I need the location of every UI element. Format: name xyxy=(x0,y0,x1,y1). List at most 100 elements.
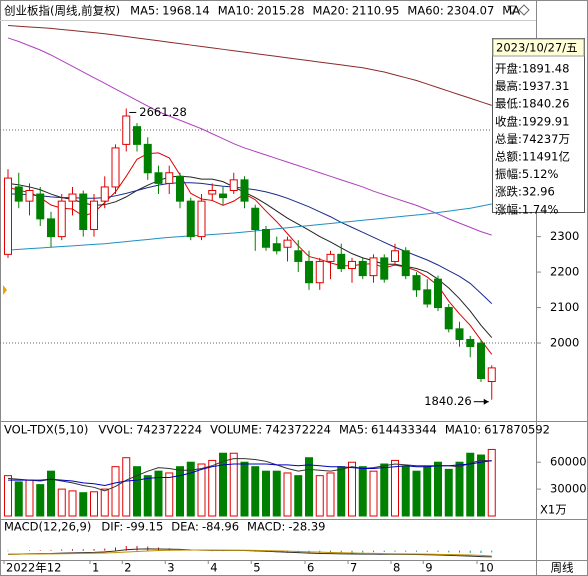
readout-name: MA xyxy=(502,4,520,18)
volume-bar xyxy=(391,459,399,517)
candle-body xyxy=(337,253,346,270)
panel-title: MACD(12,26,9) xyxy=(4,520,91,534)
readout-name: MA10: xyxy=(445,423,481,437)
line-group xyxy=(7,458,492,492)
arrow-head xyxy=(483,398,489,405)
info-value: 1840.26 xyxy=(522,97,570,111)
candle-body xyxy=(369,257,378,277)
indicator-line xyxy=(8,182,493,305)
volume-bar xyxy=(219,452,227,517)
candle-body xyxy=(305,260,313,284)
volume-bar xyxy=(240,461,249,517)
candle-body xyxy=(36,193,45,220)
readout-name: DIF: xyxy=(101,520,123,534)
high-annotation: 2661.28 xyxy=(139,105,187,119)
info-box xyxy=(492,38,585,213)
volume-bar xyxy=(14,481,23,517)
info-value: 1929.91 xyxy=(522,114,570,128)
candle-body xyxy=(25,189,34,202)
info-label: 最低: xyxy=(495,97,522,111)
volume-bar xyxy=(90,491,98,517)
panel-title: 创业板指(周线,前复权) xyxy=(4,4,120,18)
readout-value: 617870592 xyxy=(484,423,550,437)
indicator-line xyxy=(7,203,492,251)
volume-bar xyxy=(294,475,303,517)
readout-name: VOLUME: xyxy=(210,423,262,437)
candle-body xyxy=(283,239,292,248)
candle-body xyxy=(240,179,249,202)
volume-bar xyxy=(444,468,453,517)
volume-bar xyxy=(100,488,109,517)
volume-bar xyxy=(348,461,356,517)
volume-bar xyxy=(466,452,475,517)
candle-body xyxy=(272,243,281,252)
volume-bar xyxy=(57,488,66,517)
volume-bar xyxy=(251,466,260,517)
candle-body xyxy=(315,260,324,284)
panel-title: VOL-TDX(5,10) xyxy=(4,423,88,437)
x-tick-label: 5 xyxy=(253,561,260,575)
indicator-line xyxy=(7,152,493,355)
x-tick-label: 9 xyxy=(425,561,432,575)
volume-bar xyxy=(477,454,485,517)
y-tick-label: 2100 xyxy=(550,300,579,314)
candle-body xyxy=(466,338,475,348)
volume-bar xyxy=(283,472,292,517)
info-value: 74237万 xyxy=(522,132,570,146)
readout-value: 1968.14 xyxy=(162,4,210,18)
readout-name: MA5: xyxy=(130,4,159,18)
x-tick-label: 2022年12 xyxy=(6,561,61,575)
info-label: 涨跌: xyxy=(495,185,522,199)
y-tick-label: 30000 xyxy=(550,482,587,496)
volume-bar xyxy=(122,457,131,517)
volume-bar xyxy=(380,463,389,517)
volume-bar xyxy=(36,484,45,517)
volume-bar xyxy=(423,466,432,517)
volume-bar xyxy=(434,461,442,517)
readout-name: MA5: xyxy=(339,423,368,437)
candle-body xyxy=(122,115,131,145)
candle-body xyxy=(262,229,270,248)
volume-bar xyxy=(315,475,324,517)
y-tick-label: 2300 xyxy=(550,229,579,243)
info-value: 1891.48 xyxy=(522,62,570,76)
candle-body xyxy=(133,126,141,145)
volume-bar xyxy=(143,475,152,517)
y-tick-label: 60000 xyxy=(550,455,587,469)
menu-icon[interactable] xyxy=(507,5,517,16)
line-group xyxy=(7,548,492,558)
candle-body xyxy=(401,250,410,277)
x-tick-label: 4 xyxy=(210,561,217,575)
volume-bar xyxy=(305,457,313,517)
x-tick-label: 3 xyxy=(167,561,174,575)
volume-bar xyxy=(337,466,346,517)
volume-bar xyxy=(133,466,141,517)
info-label: 最高: xyxy=(495,79,522,93)
candle-body xyxy=(423,289,432,305)
candle-body xyxy=(100,186,109,202)
info-date-bg xyxy=(492,38,585,57)
volume-bar xyxy=(455,461,464,517)
readout-value: -99.15 xyxy=(126,520,163,534)
readout-value: 742372224 xyxy=(265,423,331,437)
volume-bar xyxy=(358,466,367,517)
y-tick-label: 2000 xyxy=(550,336,579,350)
candle-body xyxy=(358,260,367,277)
candle-body xyxy=(229,179,238,191)
settings-icon[interactable] xyxy=(518,4,530,16)
volume-bar xyxy=(111,466,120,517)
indicator-line xyxy=(8,549,492,557)
volume-bar xyxy=(186,461,195,517)
volume-bar xyxy=(79,492,88,517)
volume-bar xyxy=(401,466,410,517)
candle-body xyxy=(90,200,98,231)
volume-bar xyxy=(272,470,281,517)
info-value: 32.96 xyxy=(522,185,555,199)
info-value: 1.74% xyxy=(522,202,559,216)
info-date: 2023/10/27/五 xyxy=(496,41,578,55)
readout-name: DEA: xyxy=(171,520,199,534)
indicator-line xyxy=(7,175,493,338)
candle-body xyxy=(4,177,12,255)
x-tick-label: 7 xyxy=(350,561,357,575)
volume-bar xyxy=(487,448,496,517)
